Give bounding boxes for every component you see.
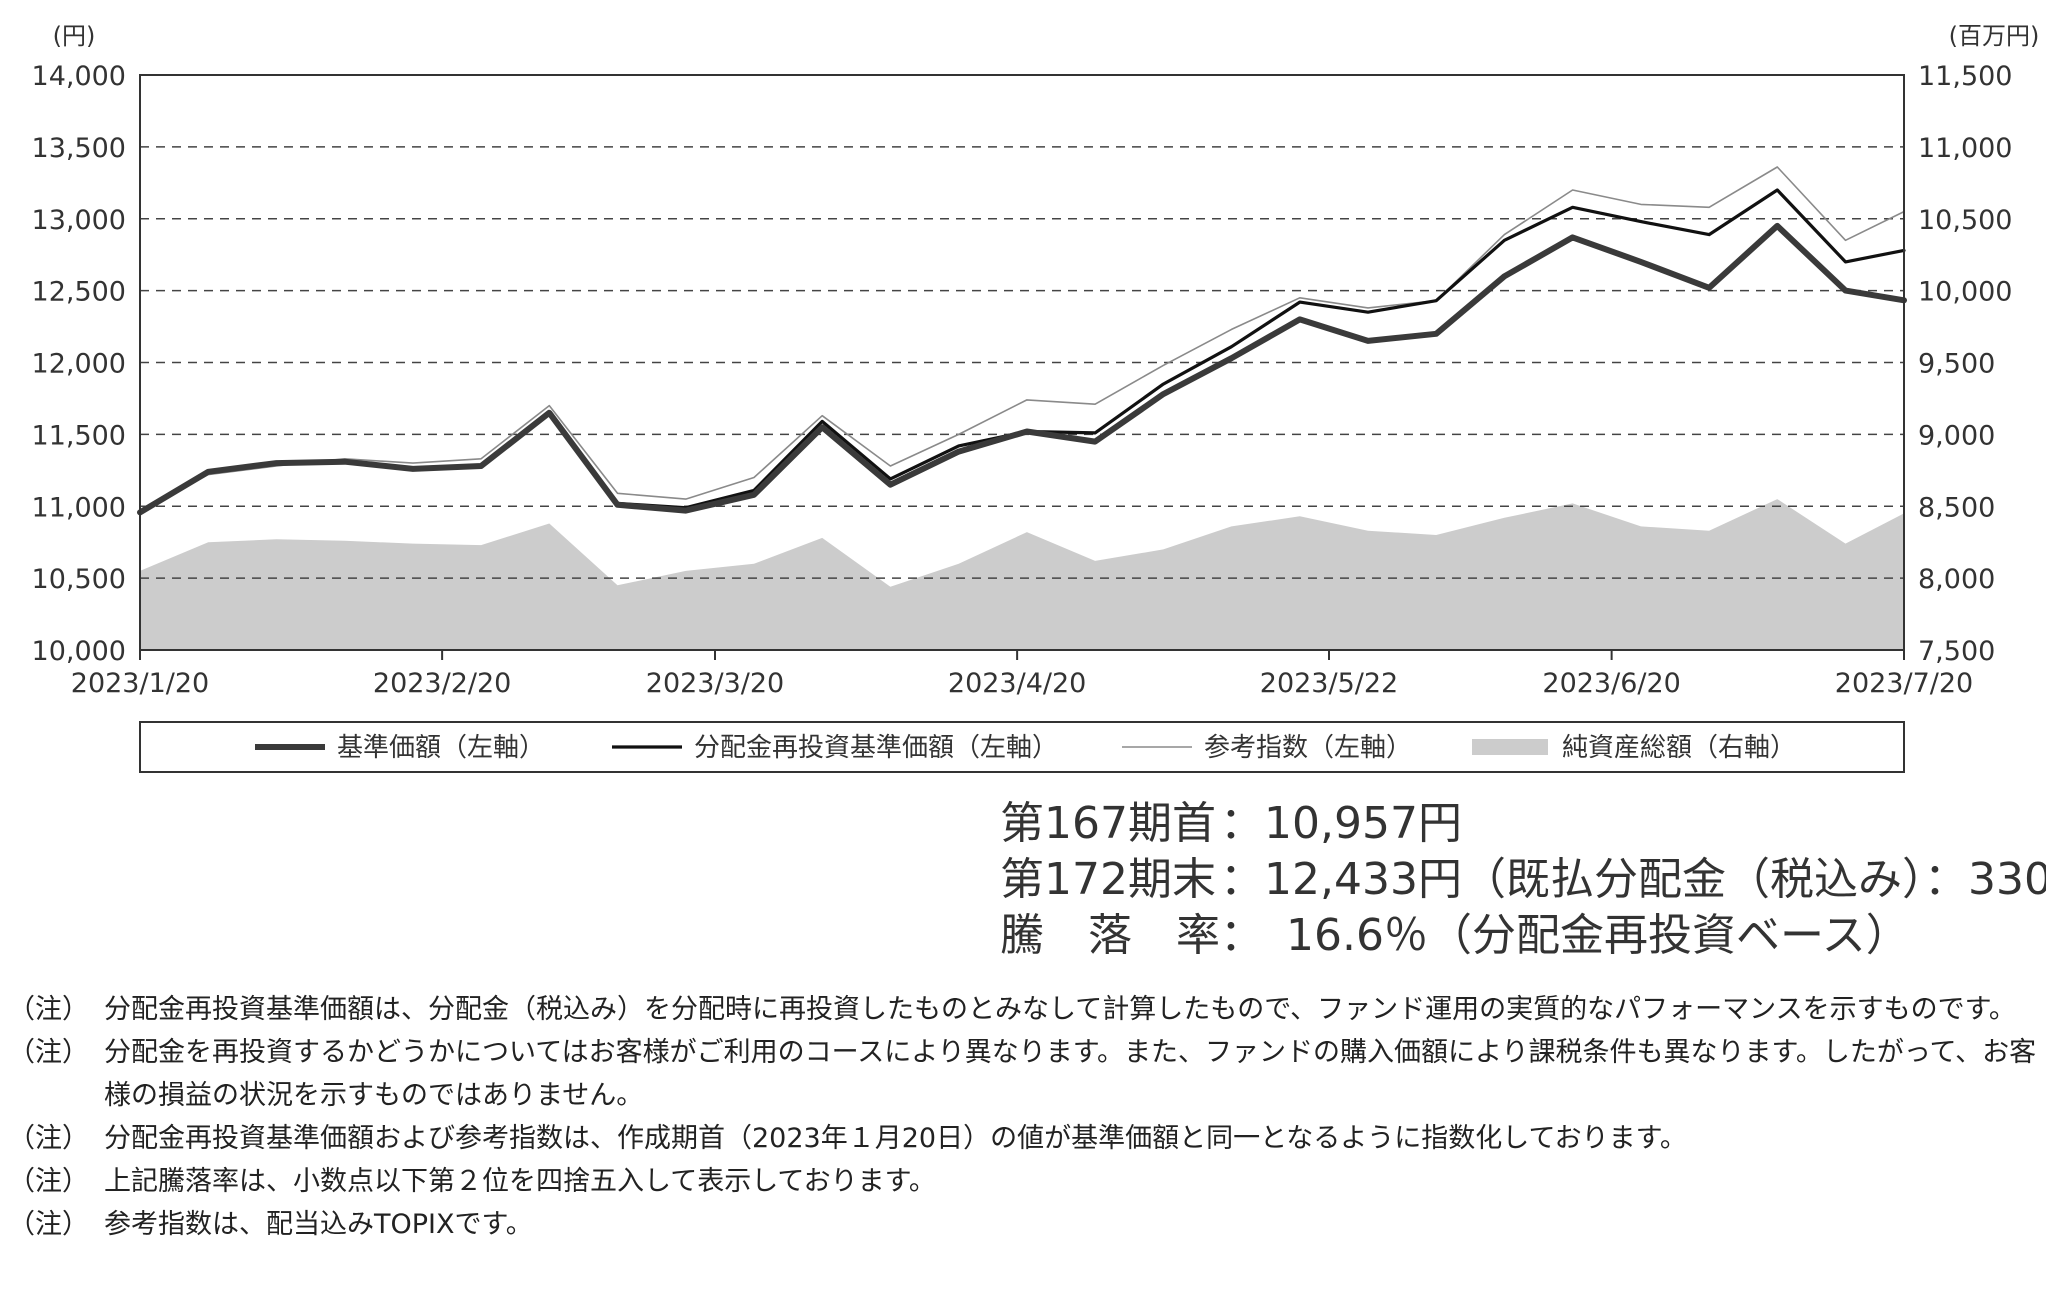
x-tick-label: 2023/7/20 (1835, 668, 1973, 699)
summary-label: 第167期首 (1000, 798, 1216, 849)
footnote-tag: （注） (8, 1123, 89, 1154)
y-left-tick-label: 13,000 (32, 205, 126, 236)
footnote-tag: （注） (8, 1209, 89, 1240)
y-left-tick-label: 10,500 (32, 564, 126, 595)
legend-swatch (1472, 739, 1548, 755)
x-tick-label: 2023/5/22 (1260, 668, 1398, 699)
x-tick-label: 2023/3/20 (646, 668, 784, 699)
footnote: （注） 分配金を再投資するかどうかについてはお客様がご利用のコースにより異なります… (8, 1031, 2038, 1117)
y-right-tick-label: 11,000 (1918, 133, 2012, 164)
y-left-tick-label: 12,000 (32, 349, 126, 380)
x-tick-label: 2023/1/20 (71, 668, 209, 699)
x-tick-label: 2023/6/20 (1542, 668, 1680, 699)
summary-value: ： 16.6％（分配金再投資ベース） (1220, 910, 1910, 961)
summary-value: ：12,433円（既払分配金（税込み）：330円） (1220, 854, 2046, 905)
footnote-text: 参考指数は、配当込みTOPIXです。 (104, 1209, 533, 1240)
footnote-tag: （注） (8, 994, 89, 1025)
y-right-unit: (百万円) (1949, 22, 2040, 50)
reference-index-line (139, 166, 1905, 514)
y-right-tick-label: 8,500 (1918, 492, 1995, 523)
summary-value: ：10,957円 (1220, 798, 1462, 849)
legend-label: 分配金再投資基準価額（左軸） (694, 733, 1058, 763)
summary-row-start: 第167期首：10,957円 (1000, 796, 2046, 852)
summary-row-change: 騰 落 率： 16.6％（分配金再投資ベース） (1000, 908, 2046, 964)
summary-label: 騰 落 率 (1000, 910, 1220, 961)
legend-label: 参考指数（左軸） (1204, 733, 1412, 763)
summary-row-end: 第172期末：12,433円（既払分配金（税込み）：330円） (1000, 852, 2046, 908)
footnote: （注） 上記騰落率は、小数点以下第２位を四捨五入して表示しております。 (8, 1160, 2038, 1203)
y-right-tick-label: 10,000 (1918, 277, 2012, 308)
nav-chart: 10,000 10,500 11,000 11,500 12,000 12,500 13,0… (32, 22, 2040, 773)
y-left-unit: (円) (53, 22, 96, 50)
footnote-tag: （注） (8, 1166, 89, 1197)
y-left-tick-label: 14,000 (32, 61, 126, 92)
legend-box (139, 721, 1905, 773)
net-assets-area (140, 499, 1904, 650)
nav-line (137, 222, 1907, 516)
footnote: （注） 分配金再投資基準価額は、分配金（税込み）を分配時に再投資したものとみなして… (8, 988, 2038, 1031)
y-right-tick-label: 11,500 (1918, 61, 2012, 92)
footnote: （注） 分配金再投資基準価額および参考指数は、作成期首（2023年１月20日）の値… (8, 1117, 2038, 1160)
footnote-tag: （注） (8, 1037, 89, 1068)
y-right-tick-label: 9,500 (1918, 349, 1995, 380)
y-right-tick-label: 10,500 (1918, 205, 2012, 236)
footnote-text: 分配金を再投資するかどうかについてはお客様がご利用のコースにより異なります。また… (104, 1037, 2037, 1111)
y-left-tick-label: 10,000 (32, 636, 126, 667)
plot-frame (139, 74, 1905, 651)
reinvested-nav-line (138, 188, 1906, 515)
footnote: （注） 参考指数は、配当込みTOPIXです。 (8, 1203, 2038, 1246)
legend-label: 基準価額（左軸） (337, 733, 545, 763)
y-left-tick-label: 13,500 (32, 133, 126, 164)
y-right-tick-label: 9,000 (1918, 420, 1995, 451)
footnotes: （注） 分配金再投資基準価額は、分配金（税込み）を分配時に再投資したものとみなして… (8, 988, 2038, 1246)
legend-label: 純資産総額（右軸） (1562, 733, 1796, 763)
y-right-tick-label: 7,500 (1918, 636, 1995, 667)
x-tick-label: 2023/2/20 (373, 668, 511, 699)
footnote-text: 分配金再投資基準価額は、分配金（税込み）を分配時に再投資したものとみなして計算し… (104, 994, 2016, 1025)
y-left-tick-label: 11,000 (32, 492, 126, 523)
performance-summary: 第167期首：10,957円 第172期末：12,433円（既払分配金（税込み）… (1000, 796, 2046, 964)
y-left-tick-label: 12,500 (32, 277, 126, 308)
y-right-tick-label: 8,000 (1918, 564, 1995, 595)
footnote-text: 分配金再投資基準価額および参考指数は、作成期首（2023年１月20日）の値が基準… (104, 1123, 1687, 1154)
y-left-tick-label: 11,500 (32, 420, 126, 451)
summary-label: 第172期末 (1000, 854, 1216, 905)
x-tick-label: 2023/4/20 (948, 668, 1086, 699)
footnote-text: 上記騰落率は、小数点以下第２位を四捨五入して表示しております。 (104, 1166, 936, 1197)
